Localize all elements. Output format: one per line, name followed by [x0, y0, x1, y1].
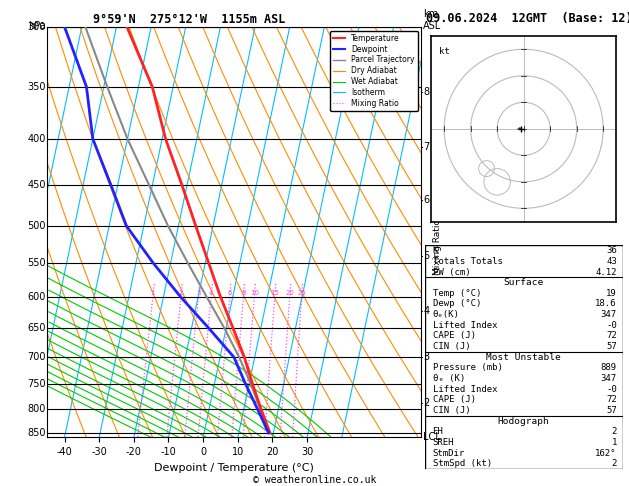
- Text: 350: 350: [27, 82, 46, 92]
- Text: 57: 57: [606, 342, 617, 351]
- Text: 889: 889: [601, 364, 617, 372]
- Text: 800: 800: [28, 404, 46, 414]
- Text: 162°: 162°: [595, 449, 617, 457]
- Text: 8: 8: [423, 87, 429, 97]
- X-axis label: Dewpoint / Temperature (°C): Dewpoint / Temperature (°C): [154, 463, 314, 473]
- Text: Most Unstable: Most Unstable: [486, 353, 561, 362]
- Text: 2: 2: [423, 398, 430, 408]
- Text: 3: 3: [196, 290, 201, 295]
- Text: PW (cm): PW (cm): [433, 268, 470, 277]
- Text: © weatheronline.co.uk: © weatheronline.co.uk: [253, 475, 376, 485]
- Text: Pressure (mb): Pressure (mb): [433, 364, 503, 372]
- Text: 2: 2: [179, 290, 183, 295]
- Text: 19: 19: [606, 289, 617, 298]
- Text: 6: 6: [423, 195, 429, 205]
- Text: 6: 6: [228, 290, 232, 295]
- Text: 72: 72: [606, 395, 617, 404]
- Text: 72: 72: [606, 331, 617, 340]
- Text: 300: 300: [28, 22, 46, 32]
- Text: 1: 1: [611, 438, 617, 447]
- Text: 4: 4: [423, 306, 429, 316]
- Text: Lifted Index: Lifted Index: [433, 321, 497, 330]
- Text: 20: 20: [286, 290, 294, 295]
- Text: 450: 450: [27, 180, 46, 190]
- Text: CAPE (J): CAPE (J): [433, 331, 476, 340]
- Text: 600: 600: [28, 292, 46, 302]
- Text: 700: 700: [27, 352, 46, 362]
- Text: kt: kt: [439, 47, 450, 55]
- Text: -0: -0: [606, 384, 617, 394]
- Text: 347: 347: [601, 310, 617, 319]
- Text: 347: 347: [601, 374, 617, 383]
- Text: 09.06.2024  12GMT  (Base: 12): 09.06.2024 12GMT (Base: 12): [426, 12, 629, 25]
- Text: K: K: [433, 246, 438, 255]
- Text: Temp (°C): Temp (°C): [433, 289, 481, 298]
- Text: 750: 750: [27, 379, 46, 389]
- Text: θₑ (K): θₑ (K): [433, 374, 465, 383]
- Text: Totals Totals: Totals Totals: [433, 257, 503, 266]
- Text: 57: 57: [606, 406, 617, 415]
- Text: CIN (J): CIN (J): [433, 406, 470, 415]
- Text: CAPE (J): CAPE (J): [433, 395, 476, 404]
- Text: Lifted Index: Lifted Index: [433, 384, 497, 394]
- Text: 15: 15: [270, 290, 279, 295]
- Text: EH: EH: [433, 427, 443, 436]
- Text: SREH: SREH: [433, 438, 454, 447]
- Text: 1: 1: [150, 290, 155, 295]
- Text: -0: -0: [606, 321, 617, 330]
- Text: 36: 36: [606, 246, 617, 255]
- Text: Surface: Surface: [504, 278, 543, 287]
- Text: 4: 4: [209, 290, 213, 295]
- Text: 550: 550: [27, 258, 46, 268]
- Text: 43: 43: [606, 257, 617, 266]
- Text: hPa: hPa: [28, 20, 46, 31]
- Text: 4.12: 4.12: [595, 268, 617, 277]
- Text: 8: 8: [241, 290, 246, 295]
- Text: 3: 3: [423, 352, 429, 362]
- Text: 5: 5: [423, 251, 430, 261]
- Text: km
ASL: km ASL: [423, 9, 442, 31]
- Text: 18.6: 18.6: [595, 299, 617, 309]
- Text: θₑ(K): θₑ(K): [433, 310, 459, 319]
- Text: 10: 10: [250, 290, 259, 295]
- Text: Dewp (°C): Dewp (°C): [433, 299, 481, 309]
- Text: Hodograph: Hodograph: [498, 417, 550, 426]
- Text: StmSpd (kt): StmSpd (kt): [433, 459, 492, 468]
- Text: Mixing Ratio (g/kg): Mixing Ratio (g/kg): [433, 189, 442, 275]
- Text: 650: 650: [27, 323, 46, 333]
- Text: 7: 7: [423, 141, 430, 152]
- Text: 850: 850: [27, 428, 46, 438]
- Title: 9°59'N  275°12'W  1155m ASL: 9°59'N 275°12'W 1155m ASL: [93, 13, 286, 26]
- Text: StmDir: StmDir: [433, 449, 465, 457]
- Text: LCL: LCL: [423, 433, 441, 442]
- Text: 500: 500: [27, 221, 46, 231]
- Legend: Temperature, Dewpoint, Parcel Trajectory, Dry Adiabat, Wet Adiabat, Isotherm, Mi: Temperature, Dewpoint, Parcel Trajectory…: [330, 31, 418, 111]
- Text: 25: 25: [298, 290, 306, 295]
- Text: CIN (J): CIN (J): [433, 342, 470, 351]
- Text: 2: 2: [611, 459, 617, 468]
- Text: 2: 2: [611, 427, 617, 436]
- Text: 400: 400: [28, 134, 46, 144]
